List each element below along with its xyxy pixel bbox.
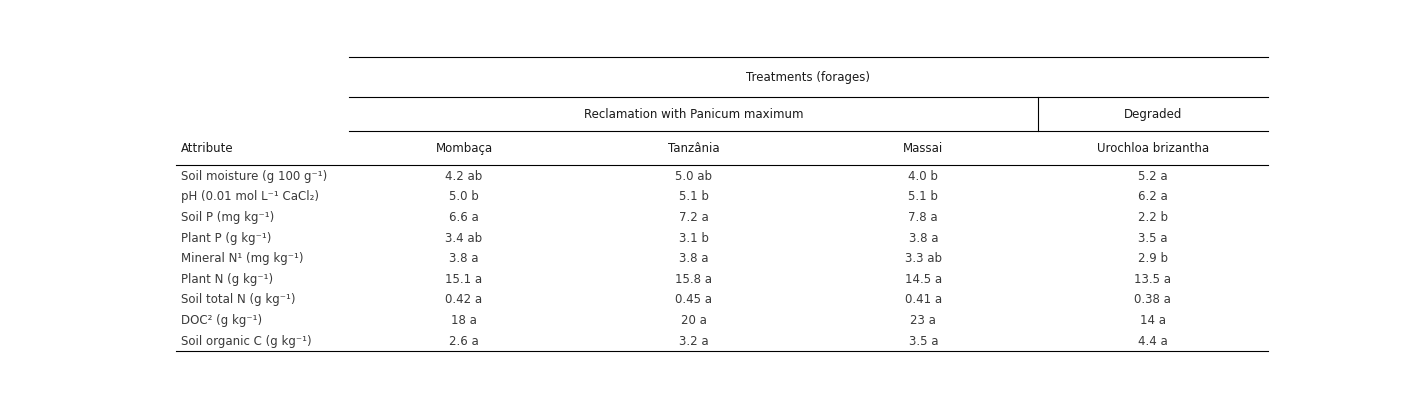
Text: 3.8 a: 3.8 a [449,251,478,265]
Text: Soil organic C (g kg⁻¹): Soil organic C (g kg⁻¹) [181,334,312,347]
Text: 3.1 b: 3.1 b [679,231,708,244]
Text: 13.5 a: 13.5 a [1134,272,1171,285]
Text: 5.2 a: 5.2 a [1139,169,1168,182]
Text: Treatments (forages): Treatments (forages) [746,71,871,84]
Text: Tanzânia: Tanzânia [667,142,720,155]
Text: pH (0.01 mol L⁻¹ CaCl₂): pH (0.01 mol L⁻¹ CaCl₂) [181,190,319,203]
Text: Mombaça: Mombaça [436,142,492,155]
Text: Soil total N (g kg⁻¹): Soil total N (g kg⁻¹) [181,293,295,306]
Text: 3.8 a: 3.8 a [679,251,708,265]
Text: 2.6 a: 2.6 a [449,334,478,347]
Text: 2.9 b: 2.9 b [1137,251,1168,265]
Text: Mineral N¹ (mg kg⁻¹): Mineral N¹ (mg kg⁻¹) [181,251,303,265]
Text: 6.2 a: 6.2 a [1139,190,1168,203]
Text: 15.1 a: 15.1 a [446,272,483,285]
Text: 6.6 a: 6.6 a [449,211,478,223]
Text: 7.2 a: 7.2 a [679,211,708,223]
Text: 7.8 a: 7.8 a [909,211,938,223]
Text: Urochloa brizantha: Urochloa brizantha [1096,142,1209,155]
Text: 5.0 b: 5.0 b [449,190,478,203]
Text: 3.3 ab: 3.3 ab [904,251,941,265]
Text: 4.4 a: 4.4 a [1139,334,1168,347]
Text: 4.2 ab: 4.2 ab [446,169,483,182]
Text: Degraded: Degraded [1123,108,1182,121]
Text: 5.1 b: 5.1 b [679,190,708,203]
Text: 2.2 b: 2.2 b [1137,211,1168,223]
Text: 3.8 a: 3.8 a [909,231,938,244]
Text: Soil P (mg kg⁻¹): Soil P (mg kg⁻¹) [181,211,274,223]
Text: 0.41 a: 0.41 a [904,293,941,306]
Text: 3.2 a: 3.2 a [679,334,708,347]
Text: 3.5 a: 3.5 a [909,334,938,347]
Text: 15.8 a: 15.8 a [674,272,713,285]
Text: 14 a: 14 a [1140,313,1165,326]
Text: 0.42 a: 0.42 a [446,293,483,306]
Text: Plant P (g kg⁻¹): Plant P (g kg⁻¹) [181,231,271,244]
Text: 3.4 ab: 3.4 ab [446,231,483,244]
Text: 23 a: 23 a [910,313,935,326]
Text: 0.45 a: 0.45 a [674,293,713,306]
Text: 0.38 a: 0.38 a [1134,293,1171,306]
Text: 5.1 b: 5.1 b [909,190,938,203]
Text: Attribute: Attribute [181,142,233,155]
Text: 18 a: 18 a [452,313,477,326]
Text: 5.0 ab: 5.0 ab [674,169,713,182]
Text: 20 a: 20 a [680,313,707,326]
Text: 4.0 b: 4.0 b [909,169,938,182]
Text: 3.5 a: 3.5 a [1139,231,1168,244]
Text: Soil moisture (g 100 g⁻¹): Soil moisture (g 100 g⁻¹) [181,169,327,182]
Text: 14.5 a: 14.5 a [904,272,941,285]
Text: Reclamation with Panicum maximum: Reclamation with Panicum maximum [584,108,803,121]
Text: Massai: Massai [903,142,944,155]
Text: Plant N (g kg⁻¹): Plant N (g kg⁻¹) [181,272,272,285]
Text: DOC² (g kg⁻¹): DOC² (g kg⁻¹) [181,313,262,326]
